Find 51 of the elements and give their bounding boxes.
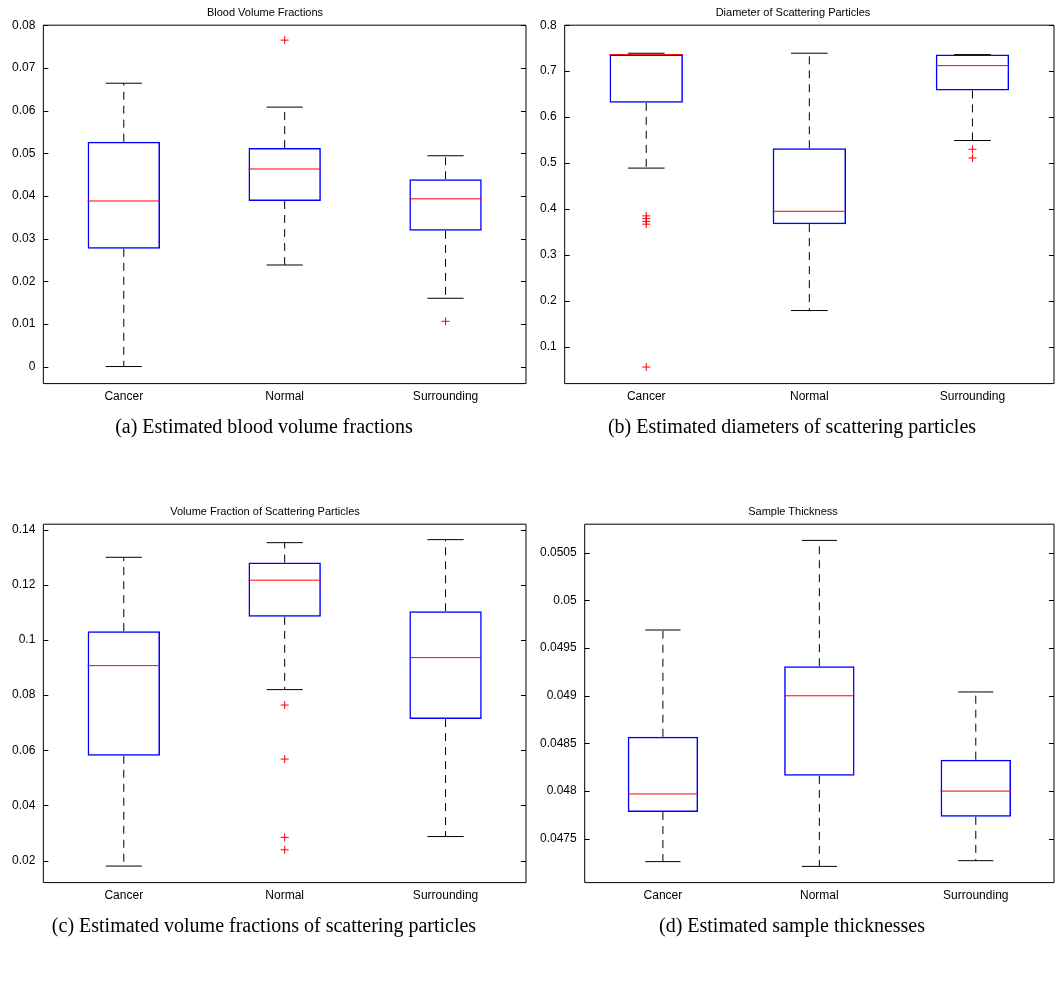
y-tick-label: 0.02 — [12, 273, 36, 288]
chart-title: Blood Volume Fractions — [206, 5, 324, 18]
y-tick-label: 0.0475 — [540, 831, 578, 846]
y-tick-label: 0.3 — [539, 247, 557, 262]
y-tick-label: 0.5 — [539, 155, 557, 170]
y-tick-label: 0.8 — [539, 17, 557, 32]
y-tick-label: 0.049 — [546, 688, 578, 703]
y-tick-label: 0.05 — [12, 145, 36, 160]
y-tick-label: 0.6 — [539, 109, 557, 124]
x-tick-label: Normal — [790, 389, 829, 404]
y-tick-label: 0.14 — [12, 522, 36, 537]
chart-title: Volume Fraction of Scattering Particles — [170, 504, 361, 517]
chart-title: Diameter of Scattering Particles — [715, 5, 871, 18]
text: (b) Estimated diameters of scattering particles — [606, 414, 978, 440]
y-tick-label: 0.04 — [12, 797, 36, 812]
y-tick-label: 0.05 — [553, 592, 578, 607]
x-tick-label: Cancer — [626, 389, 666, 404]
x-tick-label: Normal — [265, 389, 305, 404]
y-tick-label: 0.1 — [18, 632, 36, 647]
y-tick-label: 0.08 — [12, 17, 36, 32]
y-tick-label: 0.06 — [12, 742, 36, 757]
y-tick-label: 0.02 — [12, 852, 36, 867]
y-tick-label: 0.0505 — [540, 545, 578, 560]
y-tick-label: 0.1 — [539, 339, 557, 354]
x-tick-label: Normal — [265, 888, 305, 903]
x-tick-label: Cancer — [104, 389, 144, 404]
y-tick-label: 0.0495 — [540, 640, 578, 655]
x-tick-label: Normal — [800, 888, 839, 903]
y-tick-label: 0.01 — [12, 316, 36, 331]
y-tick-label: 0.7 — [539, 63, 557, 78]
y-tick-label: 0.048 — [546, 783, 578, 798]
x-tick-label: Cancer — [643, 888, 683, 903]
y-tick-label: 0 — [28, 358, 36, 373]
y-tick-label: 0.04 — [12, 188, 36, 203]
x-tick-label: Surrounding — [943, 888, 1009, 903]
x-tick-label: Surrounding — [412, 888, 479, 903]
text: (c) Estimated volume fractions of scattering particles — [50, 913, 478, 939]
y-tick-label: 0.03 — [12, 230, 36, 245]
y-tick-label: 0.4 — [539, 201, 557, 216]
y-tick-label: 0.08 — [12, 687, 36, 702]
y-tick-label: 0.06 — [12, 102, 36, 117]
text: (a) Estimated blood volume fractions — [114, 414, 414, 440]
x-tick-label: Surrounding — [412, 389, 479, 404]
y-tick-label: 0.0485 — [540, 735, 578, 750]
text: (d) Estimated sample thicknesses — [657, 913, 926, 939]
chart-title: Sample Thickness — [748, 504, 839, 517]
x-tick-label: Surrounding — [939, 389, 1006, 404]
y-tick-label: 0.2 — [539, 293, 557, 308]
x-tick-label: Cancer — [104, 888, 144, 903]
y-tick-label: 0.07 — [12, 60, 36, 75]
y-tick-label: 0.12 — [12, 577, 36, 592]
